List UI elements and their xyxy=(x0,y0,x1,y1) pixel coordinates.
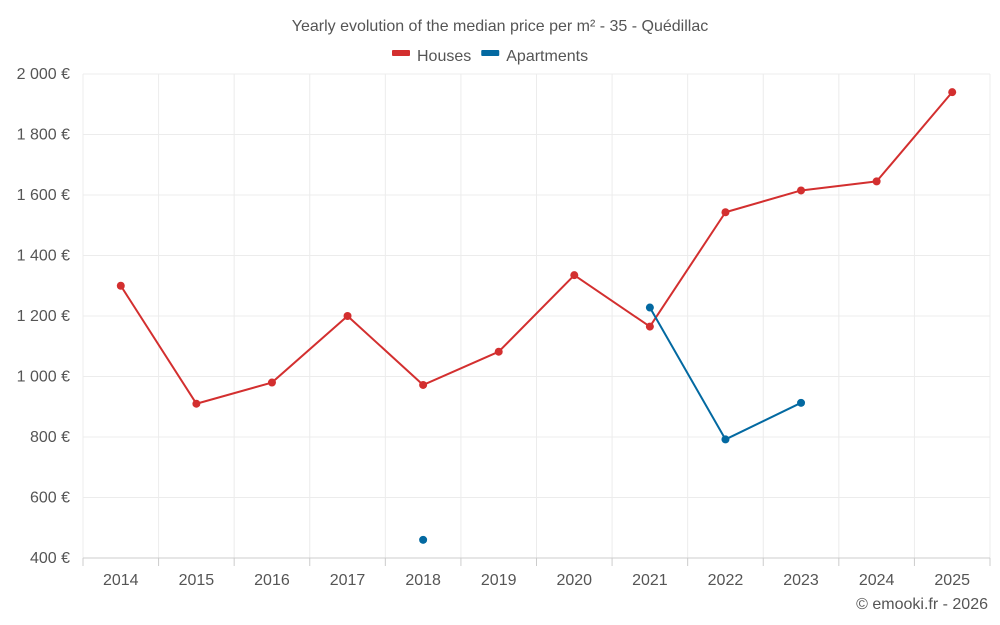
y-tick-label: 1 400 € xyxy=(17,248,70,265)
legend-swatch xyxy=(481,50,500,56)
x-tick-label: 2020 xyxy=(556,572,592,589)
houses-point-2024[interactable] xyxy=(872,177,881,186)
x-tick-label: 2022 xyxy=(708,572,744,589)
series-houses xyxy=(116,88,957,408)
y-tick-label: 1 800 € xyxy=(17,127,70,144)
series-layer xyxy=(116,88,957,544)
x-tick-label: 2016 xyxy=(254,572,290,589)
legend-label: Apartments xyxy=(506,48,588,65)
y-tick-label: 400 € xyxy=(30,550,70,567)
apartments-point-2018[interactable] xyxy=(419,535,428,544)
y-tick-label: 2 000 € xyxy=(17,66,70,83)
houses-point-2025[interactable] xyxy=(948,88,957,97)
series-apartments xyxy=(419,303,806,544)
grid xyxy=(82,73,991,558)
legend: Houses Apartments xyxy=(392,48,588,65)
y-tick-label: 1 000 € xyxy=(17,369,70,386)
apartments-line xyxy=(649,307,802,441)
y-tick-label: 1 600 € xyxy=(17,187,70,204)
houses-point-2018[interactable] xyxy=(419,380,428,389)
houses-point-2019[interactable] xyxy=(494,347,503,356)
legend-swatch xyxy=(392,50,410,56)
houses-point-2016[interactable] xyxy=(267,378,276,387)
credit-text: © emooki.fr - 2026 xyxy=(856,596,988,613)
x-tick-label: 2018 xyxy=(405,572,441,589)
apartments-point-2022[interactable] xyxy=(721,435,730,444)
houses-point-2022[interactable] xyxy=(721,208,730,217)
y-tick-label: 600 € xyxy=(30,490,70,507)
houses-point-2017[interactable] xyxy=(343,312,352,320)
x-tick-label: 2015 xyxy=(179,572,215,589)
x-tick-label: 2019 xyxy=(481,572,517,589)
x-axis: 2014 2015 2016 2017 2018 2019 2020 2021 2022 2023… xyxy=(82,557,991,589)
houses-point-2023[interactable] xyxy=(797,186,806,195)
x-tick-label: 2021 xyxy=(632,572,668,589)
x-tick-label: 2023 xyxy=(783,572,819,589)
legend-item-houses[interactable]: Houses xyxy=(392,48,471,65)
legend-item-apartments[interactable]: Apartments xyxy=(481,48,588,65)
houses-point-2014[interactable] xyxy=(116,281,125,290)
x-tick-label: 2017 xyxy=(330,572,366,589)
x-tick-label: 2024 xyxy=(859,572,895,589)
y-axis: 400 € 600 € 800 € 1 000 € 1 200 € 1 400 € 1 60… xyxy=(17,66,70,567)
houses-point-2021[interactable] xyxy=(645,322,654,331)
y-tick-label: 800 € xyxy=(30,429,70,446)
houses-point-2015[interactable] xyxy=(192,399,201,408)
chart-title: Yearly evolution of the median price per… xyxy=(292,18,709,35)
apartments-point-2023[interactable] xyxy=(797,398,806,407)
houses-point-2020[interactable] xyxy=(570,271,579,280)
y-tick-label: 1 200 € xyxy=(17,308,70,325)
apartments-point-2021[interactable] xyxy=(645,303,654,312)
houses-line xyxy=(119,91,953,405)
legend-label: Houses xyxy=(417,48,471,65)
x-tick-label: 2014 xyxy=(103,572,139,589)
x-tick-label: 2025 xyxy=(934,572,970,589)
